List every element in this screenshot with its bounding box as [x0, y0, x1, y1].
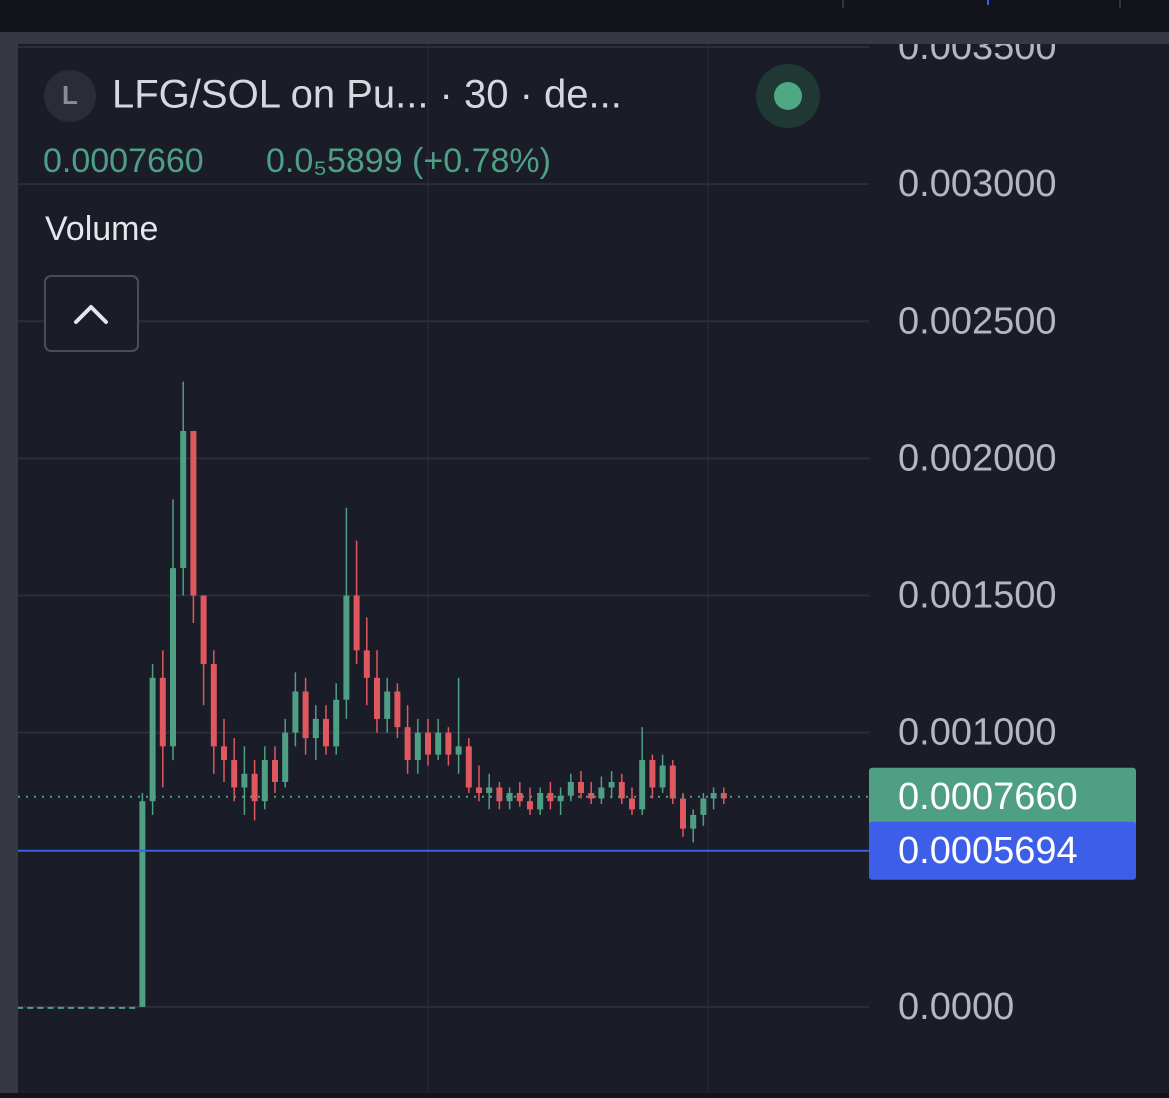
candle-body — [659, 765, 666, 788]
candle-body — [669, 765, 676, 799]
candle-body — [363, 650, 370, 678]
indicator-label: Volume — [45, 210, 158, 248]
candle-body — [639, 760, 646, 810]
candle-body — [190, 430, 197, 596]
candle-body — [506, 792, 513, 802]
candle-body — [139, 801, 146, 1007]
top-bar — [0, 0, 1169, 32]
candles — [18, 381, 869, 1009]
candle-body — [445, 732, 452, 755]
price-change: 0.0₅5899 (+0.78%) — [266, 142, 551, 180]
candle-body — [404, 727, 411, 761]
candle-body — [435, 732, 442, 755]
candle-body — [159, 677, 166, 747]
candle-body — [353, 595, 360, 651]
candle-body — [129, 1006, 136, 1009]
candle-body — [68, 1006, 74, 1009]
candle-body — [119, 1006, 125, 1009]
candle-body — [680, 798, 686, 829]
candle-body — [272, 760, 278, 783]
candle-body — [578, 782, 584, 793]
candle-body — [333, 699, 340, 747]
price-label: 0.0005694 — [898, 830, 1078, 872]
candle-body — [629, 798, 635, 810]
collapse-button-frame[interactable] — [44, 275, 139, 352]
candle-body — [343, 595, 350, 700]
candle-body — [476, 787, 482, 793]
y-tick-label: 0.003500 — [898, 26, 1057, 68]
y-tick-label: 0.0000 — [898, 986, 1014, 1028]
status-dot — [774, 82, 802, 110]
collapse-button[interactable] — [44, 275, 139, 352]
candle-body — [455, 746, 462, 755]
y-tick-label: 0.002000 — [898, 437, 1057, 479]
candle-body — [57, 1006, 64, 1009]
chevron-up[interactable] — [74, 305, 108, 324]
candle-body — [618, 782, 625, 799]
y-tick-label: 0.003000 — [898, 163, 1057, 205]
candle-body — [598, 787, 605, 799]
candle-body — [292, 691, 299, 733]
chart-panel — [18, 44, 1169, 1093]
candle-body — [690, 814, 697, 829]
panel-border — [0, 32, 1169, 44]
price-label-box — [869, 767, 1136, 826]
candle-body — [527, 801, 533, 810]
candle-body — [414, 732, 421, 761]
candle-body — [567, 782, 574, 796]
candle-body — [149, 677, 156, 802]
candle-body — [282, 732, 289, 783]
candle-body — [720, 792, 727, 799]
y-axis: 0.003500 0.003000 0.002500 0.002000 0.001500… — [898, 26, 1057, 1028]
candle-body — [649, 760, 656, 788]
candle-body — [608, 782, 615, 788]
price-label-box — [869, 821, 1136, 880]
chart-title: LFG/SOL on Pu... · 30 · de... — [112, 73, 622, 117]
candle-body — [221, 746, 227, 761]
candle-body — [557, 795, 564, 802]
candle-body — [588, 792, 595, 799]
candle-body — [108, 1006, 115, 1009]
symbol-icon-letter: L — [62, 80, 78, 110]
candle-body — [37, 1006, 44, 1009]
candle-body — [170, 568, 176, 747]
candle-body — [27, 1006, 34, 1009]
candle-body — [261, 760, 268, 802]
candle-body — [98, 1006, 105, 1009]
candle-body — [241, 773, 248, 788]
y-tick-label: 0.001500 — [898, 575, 1057, 617]
candle-body — [394, 691, 401, 728]
candle-body — [210, 664, 217, 747]
y-tick-label: 0.001000 — [898, 712, 1057, 754]
candle-body — [312, 718, 319, 739]
candle-body — [425, 732, 431, 755]
candle-body — [180, 430, 187, 569]
last-price: 0.0007660 — [43, 142, 204, 180]
symbol-icon — [44, 70, 96, 122]
candle-body — [516, 792, 523, 802]
candle-body — [486, 787, 493, 793]
y-tick-label: 0.002500 — [898, 300, 1057, 342]
candle-body — [384, 691, 391, 719]
candle-body — [200, 595, 207, 665]
candle-body — [18, 1006, 23, 1009]
candle-body — [88, 1006, 95, 1009]
candle-body — [465, 746, 472, 788]
candle-body — [374, 677, 380, 719]
candle-body — [231, 760, 238, 788]
candle-body — [78, 1006, 85, 1009]
candle-body — [323, 718, 329, 747]
candle-body — [251, 773, 258, 802]
candle-body — [537, 792, 544, 810]
price-label: 0.0007660 — [898, 776, 1078, 818]
candle-body — [302, 691, 309, 739]
candle-body — [700, 798, 707, 815]
candle-body — [47, 1006, 54, 1009]
candle-body — [547, 792, 554, 802]
candle-body — [496, 787, 503, 802]
candle-body — [710, 792, 717, 799]
panel-border — [0, 44, 18, 1093]
